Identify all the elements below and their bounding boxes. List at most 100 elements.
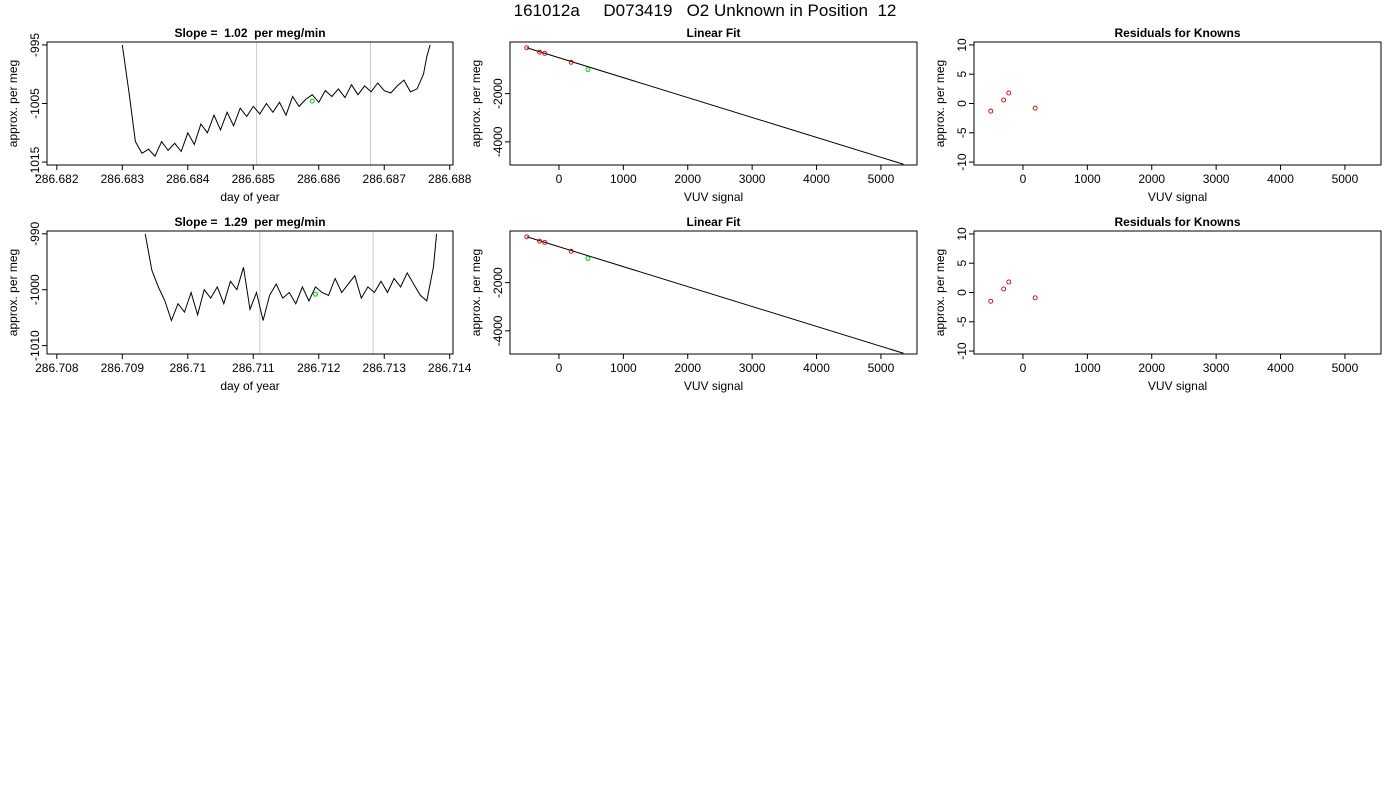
panel-title: Linear Fit: [686, 215, 740, 229]
x-axis-label: VUV signal: [1148, 379, 1207, 393]
y-axis-label: approx. per meg: [933, 60, 947, 147]
plot-frame: [509, 230, 918, 355]
x-tick-label: 5000: [868, 172, 895, 186]
y-axis-label: approx. per meg: [469, 60, 483, 147]
x-tick-label: 286.685: [232, 172, 276, 186]
x-tick-label: 2000: [674, 361, 701, 375]
x-tick-label: 0: [1020, 361, 1027, 375]
y-tick-label: -1005: [28, 88, 42, 119]
known-point: [568, 248, 574, 254]
y-axis-label: approx. per meg: [469, 249, 483, 336]
x-tick-label: 1000: [610, 172, 637, 186]
x-tick-label: 4000: [803, 361, 830, 375]
x-tick-label: 1000: [1074, 172, 1101, 186]
known-point: [537, 49, 543, 55]
unknown-point: [585, 255, 591, 261]
unknown-marker: [312, 291, 318, 297]
known-point: [988, 298, 994, 304]
panel-slope-2: 286.708 286.709 286.71 286.711 286.712 286.71…: [6, 215, 472, 393]
x-tick-label: 3000: [739, 361, 766, 375]
y-tick-label: -2000: [491, 78, 505, 109]
x-tick-label: 286.711: [232, 361, 275, 375]
x-tick-label: 1000: [610, 361, 637, 375]
x-tick-label: 2000: [674, 172, 701, 186]
x-tick-label: 2000: [1138, 361, 1165, 375]
plot-area: [524, 234, 904, 354]
trace-line: [144, 233, 438, 322]
y-tick-label: 10: [955, 227, 969, 241]
y-tick-label: 5: [955, 71, 969, 78]
x-tick-label: 286.687: [363, 172, 407, 186]
known-point: [524, 234, 530, 240]
known-point: [1001, 286, 1007, 292]
unknown-point: [585, 66, 591, 72]
x-tick-label: 286.712: [297, 361, 341, 375]
plot-area: [524, 45, 904, 165]
x-axis-label: VUV signal: [1148, 190, 1207, 204]
y-axis-label: approx. per meg: [6, 249, 20, 336]
panel-resid-1: 0 1000 2000 3000 4000 5000 -10 -5 0 5 10 Residuals …: [933, 26, 1382, 204]
y-tick-label: -4000: [491, 126, 505, 157]
y-tick-label: -1010: [28, 330, 42, 361]
y-tick-label: 5: [955, 260, 969, 267]
panel-title: Linear Fit: [686, 26, 740, 40]
x-tick-label: 3000: [1203, 172, 1230, 186]
x-tick-label: 286.684: [166, 172, 210, 186]
panel-slope-1: 286.682 286.683 286.684 286.685 286.686 286.6…: [6, 26, 472, 204]
unknown-marker: [309, 98, 315, 104]
x-tick-label: 5000: [1332, 172, 1359, 186]
x-tick-label: 5000: [1332, 361, 1359, 375]
x-tick-label: 5000: [868, 361, 895, 375]
known-point: [568, 59, 574, 65]
y-tick-label: -1000: [28, 274, 42, 305]
plot-frame: [973, 41, 1382, 166]
x-tick-label: 286.713: [363, 361, 407, 375]
x-tick-label: 4000: [803, 172, 830, 186]
known-point: [542, 50, 548, 56]
y-tick-label: -990: [28, 221, 42, 245]
known-point: [524, 45, 530, 51]
panel-title: Residuals for Knowns: [1114, 26, 1240, 40]
x-tick-label: 286.688: [428, 172, 472, 186]
y-tick-label: 0: [955, 289, 969, 296]
x-tick-label: 0: [556, 172, 563, 186]
y-axis-label: approx. per meg: [6, 60, 20, 147]
x-tick-label: 286.714: [428, 361, 472, 375]
known-point: [1032, 295, 1038, 301]
panel-fit-1: 0 1000 2000 3000 4000 5000 -4000 -2000 Linear Fi…: [469, 26, 918, 204]
x-tick-label: 0: [1020, 172, 1027, 186]
x-tick-label: 286.682: [35, 172, 79, 186]
y-tick-label: -4000: [491, 315, 505, 346]
known-point: [1006, 279, 1012, 285]
x-axis-label: day of year: [220, 190, 279, 204]
plot-frame: [46, 41, 454, 166]
fit-line: [526, 47, 904, 165]
x-tick-label: 3000: [739, 172, 766, 186]
y-tick-label: 0: [955, 100, 969, 107]
y-tick-label: -5: [955, 127, 969, 138]
panel-resid-2: 0 1000 2000 3000 4000 5000 -10 -5 0 5 10 Residuals …: [933, 215, 1382, 393]
fit-line: [526, 236, 904, 354]
x-tick-label: 4000: [1267, 172, 1294, 186]
known-point: [1001, 97, 1007, 103]
y-tick-label: -2000: [491, 267, 505, 298]
plot-area: [988, 279, 1038, 304]
x-tick-label: 0: [556, 361, 563, 375]
plot-area: [988, 90, 1038, 114]
known-point: [988, 108, 994, 114]
figure-title: 161012a D073419 O2 Unknown in Position 1…: [513, 1, 897, 20]
y-tick-label: -10: [955, 342, 969, 360]
known-point: [1032, 105, 1038, 111]
panel-fit-2: 0 1000 2000 3000 4000 5000 -4000 -2000 Linear Fi…: [469, 215, 918, 393]
plot-area: [121, 42, 431, 165]
y-tick-label: -1015: [28, 146, 42, 177]
plot-frame: [46, 230, 454, 355]
x-tick-label: 2000: [1138, 172, 1165, 186]
x-tick-label: 286.708: [35, 361, 79, 375]
trace-line: [121, 44, 431, 158]
known-point: [1006, 90, 1012, 96]
x-tick-label: 286.683: [101, 172, 145, 186]
x-axis-label: day of year: [220, 379, 279, 393]
y-axis-label: approx. per meg: [933, 249, 947, 336]
